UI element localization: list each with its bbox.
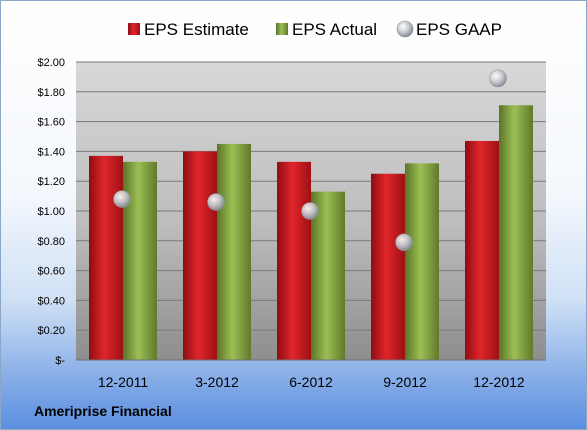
bar-eps-estimate xyxy=(277,161,311,360)
y-tick-label: $1.80 xyxy=(37,87,65,99)
bar-eps-actual xyxy=(217,143,251,360)
bar-eps-actual xyxy=(123,161,157,360)
x-tick-label: 9-2012 xyxy=(383,374,427,390)
y-tick-label: $1.20 xyxy=(37,176,65,188)
y-tick-label: $0.40 xyxy=(37,295,65,307)
y-tick-label: $- xyxy=(55,355,65,367)
marker-eps-gaap xyxy=(301,202,319,220)
legend-label: EPS Actual xyxy=(292,20,377,39)
bar-eps-estimate xyxy=(89,155,123,360)
legend-swatch xyxy=(276,23,288,35)
bar-eps-actual xyxy=(405,163,439,360)
legend-label: EPS Estimate xyxy=(144,20,249,39)
x-tick-label: 12-2012 xyxy=(473,374,525,390)
y-tick-label: $0.20 xyxy=(37,325,65,337)
bar-eps-estimate xyxy=(371,173,405,360)
y-tick-label: $0.60 xyxy=(37,266,65,278)
legend-label: EPS GAAP xyxy=(416,20,502,39)
y-tick-label: $1.60 xyxy=(37,117,65,129)
legend-item-eps-actual: EPS Actual xyxy=(276,20,377,39)
bar-eps-estimate xyxy=(465,140,499,360)
y-tick-label: $2.00 xyxy=(37,57,65,69)
marker-eps-gaap xyxy=(113,190,131,208)
marker-eps-gaap xyxy=(395,233,413,252)
y-tick-label: $1.00 xyxy=(37,206,65,218)
legend-item-eps-estimate: EPS Estimate xyxy=(128,20,249,39)
x-tick-label: 6-2012 xyxy=(289,374,333,390)
bar-eps-estimate xyxy=(183,151,217,360)
legend-item-eps-gaap: EPS GAAP xyxy=(396,20,502,39)
company-name: Ameriprise Financial xyxy=(34,403,172,419)
bar-eps-actual xyxy=(499,105,533,361)
legend-swatch xyxy=(128,23,140,35)
x-tick-label: 12-2011 xyxy=(98,374,149,390)
y-tick-label: $0.80 xyxy=(37,236,65,248)
y-tick-label: $1.40 xyxy=(37,146,65,158)
legend-swatch xyxy=(396,20,414,38)
marker-eps-gaap xyxy=(489,69,507,88)
x-tick-label: 3-2012 xyxy=(195,374,239,390)
marker-eps-gaap xyxy=(207,193,225,211)
bar-eps-actual xyxy=(311,191,345,360)
